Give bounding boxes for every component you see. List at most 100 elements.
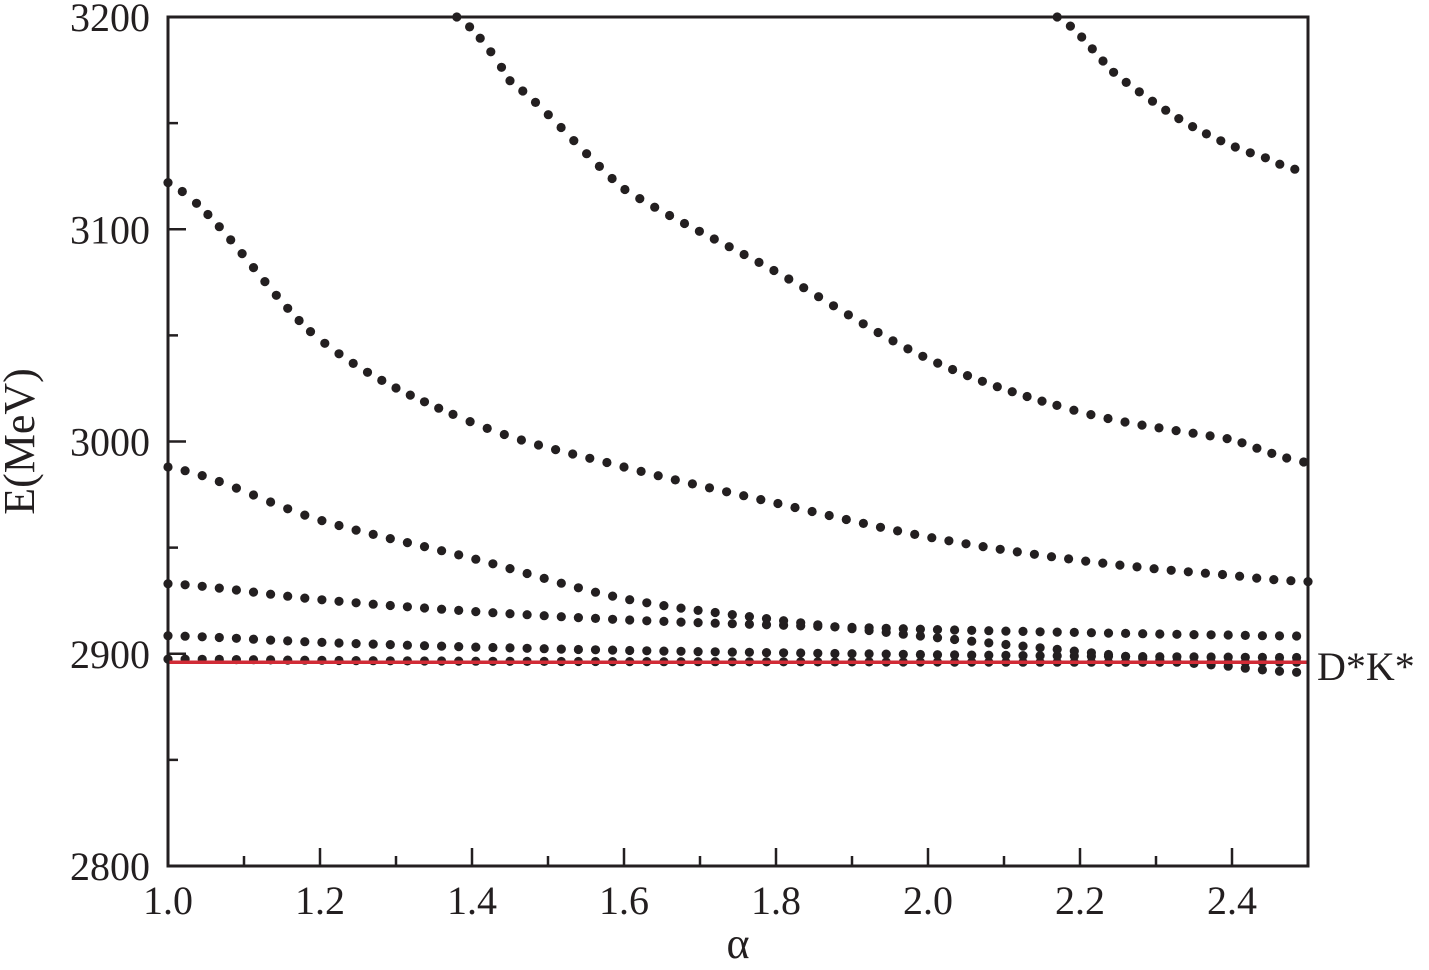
data-point (659, 646, 669, 656)
data-point (1098, 558, 1108, 568)
data-point (864, 649, 874, 659)
x-tick-label: 1.4 (447, 878, 497, 923)
data-point (824, 510, 834, 521)
data-point (709, 234, 719, 244)
data-point (368, 529, 378, 540)
data-point (694, 226, 705, 236)
data-point (266, 635, 276, 645)
x-tick-label: 1.2 (295, 878, 345, 923)
data-point (556, 122, 566, 133)
data-point (873, 327, 883, 338)
data-point (888, 336, 898, 346)
data-point (505, 643, 515, 653)
data-point (1216, 136, 1226, 146)
data-point (807, 506, 817, 517)
data-point (761, 614, 772, 624)
data-point (676, 646, 686, 656)
y-tick-label: 3000 (70, 420, 150, 465)
data-point (1018, 626, 1028, 637)
data-point (1223, 630, 1233, 640)
data-point (305, 327, 316, 337)
data-point (608, 645, 618, 655)
data-point (693, 618, 703, 628)
data-point (676, 603, 686, 613)
x-tick-label: 2.2 (1055, 878, 1105, 923)
data-point (1269, 575, 1279, 585)
data-point (177, 186, 187, 197)
data-point (915, 649, 926, 660)
data-point (180, 580, 190, 590)
data-point (1245, 148, 1255, 158)
data-point (300, 637, 310, 647)
data-point (927, 533, 937, 543)
data-point (642, 646, 652, 656)
data-point (1299, 457, 1309, 467)
data-point (475, 33, 485, 43)
data-point (710, 618, 720, 628)
data-point (556, 644, 566, 654)
data-point (191, 198, 202, 208)
data-point (569, 136, 579, 146)
data-point (620, 184, 630, 195)
series-3 (163, 579, 1302, 641)
data-point (419, 603, 430, 613)
data-point (1240, 663, 1250, 673)
data-point (881, 649, 891, 659)
data-point (530, 97, 541, 107)
data-point (585, 453, 595, 463)
data-point (590, 613, 601, 624)
data-point (1257, 652, 1267, 663)
data-point (744, 619, 755, 629)
data-point (1147, 96, 1158, 106)
data-point (893, 526, 903, 536)
data-point (1007, 387, 1017, 397)
data-point (1161, 105, 1171, 115)
data-point (619, 462, 629, 472)
data-point (582, 149, 592, 159)
data-point (687, 479, 698, 489)
series-6 (452, 12, 1309, 467)
data-point (1183, 567, 1193, 577)
data-point (903, 344, 913, 354)
y-tick-label: 3200 (70, 0, 150, 40)
data-point (568, 449, 578, 459)
data-point (1115, 560, 1125, 570)
data-point (1155, 629, 1165, 639)
data-point (950, 634, 960, 645)
data-point (841, 514, 851, 525)
data-point (1103, 649, 1114, 660)
data-point (402, 602, 412, 612)
data-point (1022, 391, 1032, 402)
x-tick-label: 1.6 (599, 878, 649, 923)
data-point (334, 638, 344, 648)
data-point (488, 608, 498, 618)
data-point (828, 301, 839, 311)
data-point (522, 568, 532, 579)
data-point (1275, 159, 1285, 169)
data-point (1001, 650, 1011, 661)
data-point (237, 249, 247, 259)
data-point (454, 550, 464, 560)
data-point (1240, 652, 1250, 662)
data-point (744, 612, 755, 622)
data-point (334, 596, 344, 606)
data-point (499, 429, 509, 440)
data-point (203, 209, 213, 220)
data-point (779, 616, 789, 626)
data-point (454, 605, 464, 616)
data-point (967, 625, 977, 636)
data-point (1282, 453, 1292, 463)
data-point (522, 610, 532, 620)
y-tick-label: 2900 (70, 632, 150, 677)
data-point (659, 616, 669, 627)
data-point (533, 440, 544, 450)
data-point (1138, 629, 1148, 639)
data-point (1132, 562, 1142, 572)
data-point (607, 173, 617, 184)
data-point (385, 534, 395, 544)
data-point (1223, 652, 1233, 662)
data-point (180, 631, 190, 641)
data-point (704, 483, 715, 493)
